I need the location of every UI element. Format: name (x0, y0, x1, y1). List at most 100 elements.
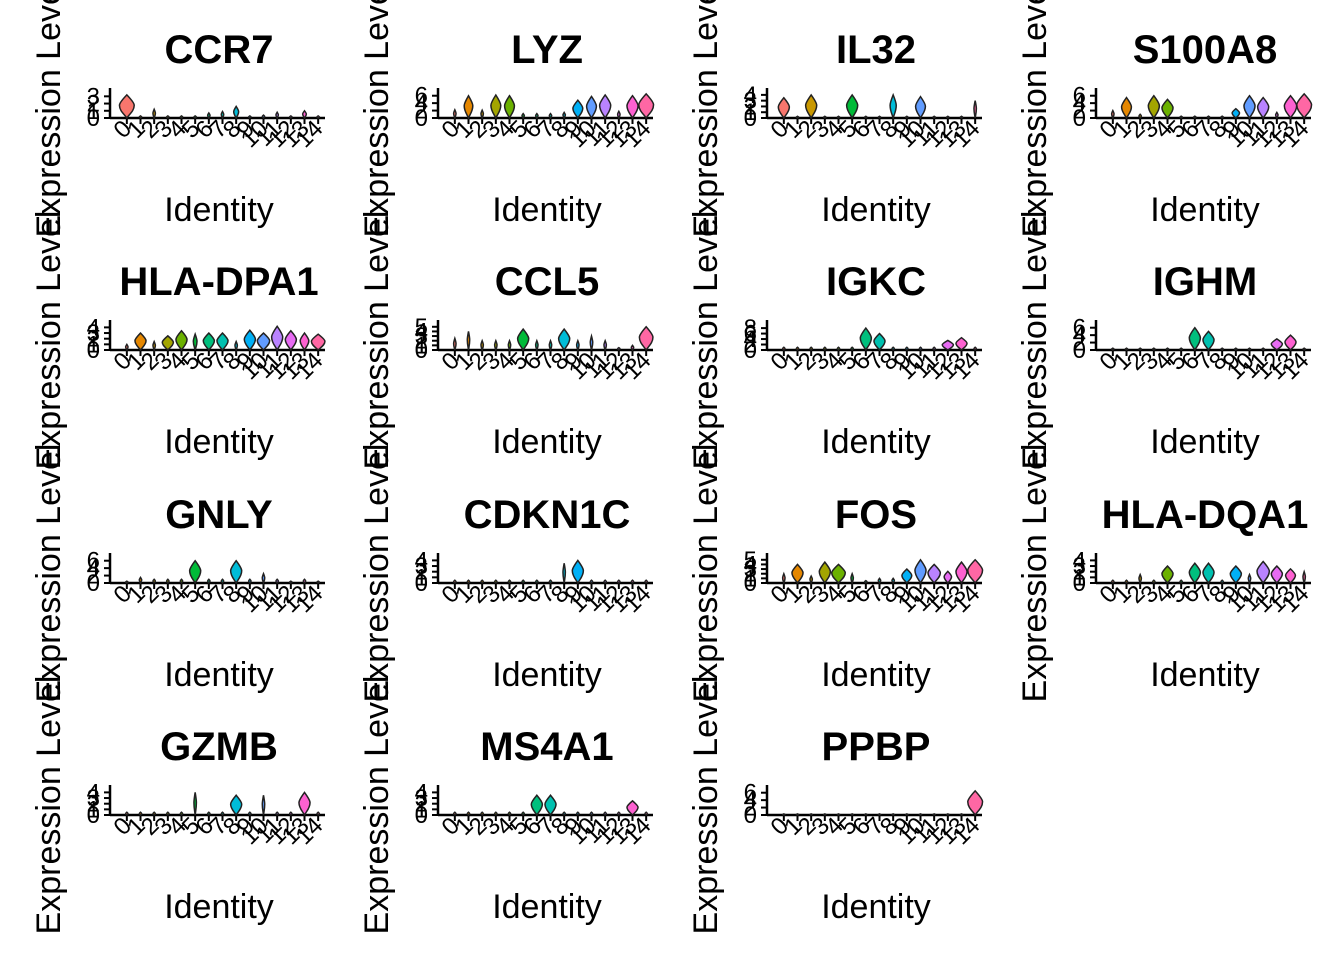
y-tick-label: 6 (744, 321, 757, 348)
violin-0 (118, 93, 135, 120)
violin-4 (836, 346, 841, 352)
violin-11 (598, 93, 612, 120)
violin-13 (1284, 567, 1297, 585)
violin-4 (175, 329, 188, 352)
violin-13 (959, 813, 964, 816)
y-tick-label: 2 (87, 791, 100, 818)
violin-1 (795, 346, 800, 352)
violin-14 (1296, 92, 1313, 120)
violin-9 (247, 114, 252, 120)
violin-5 (192, 331, 198, 351)
violin-2 (1138, 113, 1143, 120)
panel-title: PPBP (822, 725, 931, 769)
violin-6 (206, 111, 211, 120)
violin-3 (822, 115, 827, 119)
violin-14 (316, 114, 321, 120)
panel-title: CDKN1C (464, 493, 631, 537)
y-tick-label: 0 (415, 105, 428, 132)
violin-9 (571, 559, 585, 585)
x-axis-label: Identity (164, 423, 274, 461)
violin-8 (891, 577, 896, 585)
violin-3 (165, 114, 170, 120)
violin-13 (955, 336, 968, 352)
violin-10 (1243, 94, 1256, 120)
y-tick-label: 3 (1073, 553, 1086, 580)
x-axis-label: Identity (821, 423, 931, 461)
violin-3 (165, 578, 170, 585)
violin-11 (932, 115, 937, 119)
panel-title: HLA-DQA1 (1102, 493, 1309, 537)
y-tick-label: 4 (744, 82, 757, 109)
x-axis-label: Identity (1150, 423, 1260, 461)
violin-9 (901, 568, 913, 585)
violin-7 (877, 115, 882, 119)
x-axis-label: Identity (164, 888, 274, 926)
panel-title: CCL5 (495, 260, 599, 304)
violin-5 (1179, 347, 1184, 351)
violin-12 (616, 346, 621, 352)
violin-13 (299, 331, 310, 352)
y-tick-label: 0 (1073, 337, 1086, 364)
violin-2 (152, 107, 157, 121)
violin-5 (850, 571, 855, 586)
violin-8 (562, 811, 567, 817)
violin-8 (232, 105, 240, 120)
y-tick-label: 1 (415, 332, 428, 359)
violin-9 (1233, 347, 1238, 351)
violin-5 (516, 327, 530, 352)
y-axis-label: Expression Level (687, 0, 725, 237)
y-tick-label: 8 (744, 315, 757, 342)
violin-9 (572, 98, 584, 120)
violin-12 (288, 811, 293, 817)
violin-0 (1110, 108, 1115, 121)
violin-14 (1302, 569, 1307, 584)
panel-title: LYZ (511, 28, 583, 72)
violin-7 (1202, 562, 1215, 585)
violin-3 (822, 346, 827, 352)
violin-0 (452, 579, 457, 585)
violin-2 (809, 813, 814, 816)
y-tick-label: 4 (1073, 322, 1086, 349)
violin-2 (152, 339, 157, 353)
y-tick-label: 3 (415, 785, 428, 812)
violin-1 (466, 811, 471, 817)
violin-3 (822, 813, 827, 816)
violin-1 (463, 94, 474, 121)
violin-11 (927, 563, 942, 585)
violin-6 (202, 331, 216, 352)
violin-4 (1165, 347, 1170, 351)
violin-13 (301, 109, 308, 120)
y-tick-label: 6 (87, 548, 100, 575)
violin-4 (179, 114, 184, 120)
y-tick-label: 1 (415, 796, 428, 823)
violin-3 (1147, 94, 1161, 120)
violin-5 (850, 346, 855, 352)
violin-10 (256, 332, 271, 352)
violin-7 (220, 109, 225, 121)
y-tick-label: 4 (1073, 90, 1086, 117)
y-axis-label: Expression Level (358, 0, 396, 237)
violin-12 (288, 580, 293, 584)
y-tick-label: 6 (1073, 315, 1086, 342)
y-tick-label: 0 (744, 337, 757, 364)
violin-6 (863, 579, 868, 585)
y-axis-label: Expression Level (358, 676, 396, 935)
violin-3 (1151, 347, 1156, 351)
violin-6 (206, 578, 211, 585)
violin-14 (316, 811, 321, 817)
violin-12 (945, 813, 950, 816)
violin-10 (1247, 347, 1252, 351)
violin-8 (229, 559, 243, 585)
y-tick-label: 4 (87, 314, 100, 341)
violin-8 (1220, 115, 1225, 119)
violin-13 (1284, 334, 1297, 352)
violin-0 (124, 811, 129, 817)
violin-10 (914, 95, 927, 120)
violin-12 (943, 570, 953, 585)
y-tick-label: 2 (415, 791, 428, 818)
